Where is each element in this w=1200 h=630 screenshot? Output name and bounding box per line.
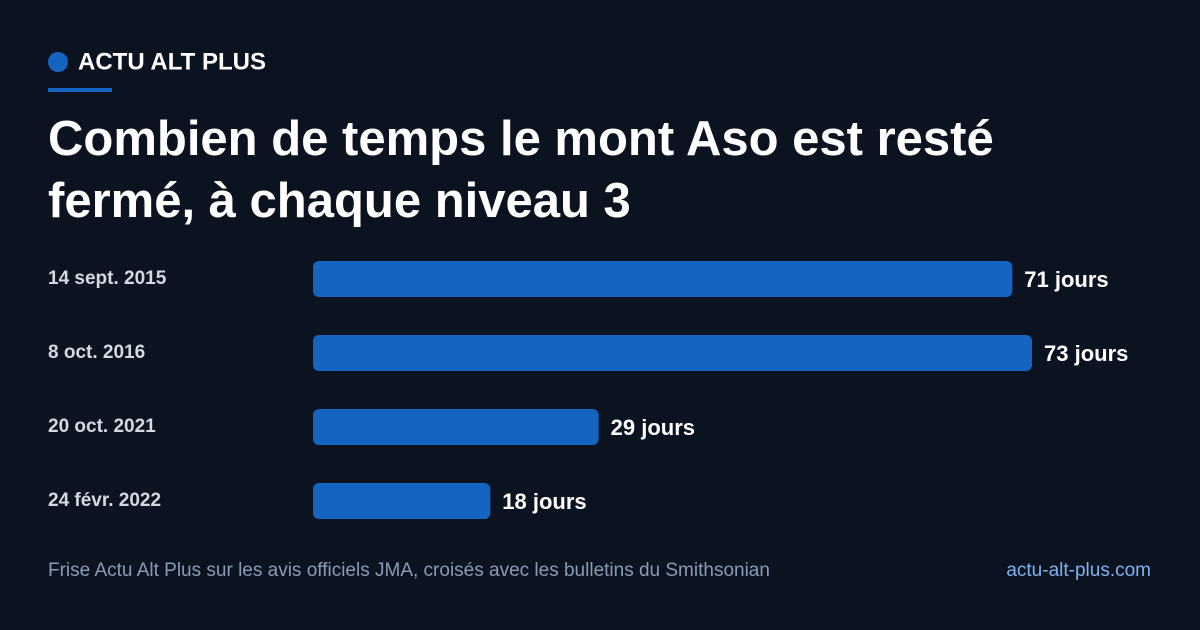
value-label: 71 jours	[1024, 267, 1108, 292]
category-label: 20 oct. 2021	[48, 416, 156, 437]
category-label: 24 févr. 2022	[48, 490, 161, 511]
bar	[313, 483, 491, 519]
value-label: 29 jours	[611, 415, 695, 440]
brand: ACTU ALT PLUS	[78, 48, 266, 75]
bar	[313, 261, 1013, 297]
bar	[313, 335, 1032, 371]
brand-underline	[48, 88, 112, 92]
value-label: 73 jours	[1044, 341, 1128, 366]
category-label: 14 sept. 2015	[48, 268, 167, 289]
source-note: Frise Actu Alt Plus sur les avis officie…	[48, 560, 770, 581]
category-label: 8 oct. 2016	[48, 342, 145, 363]
bar	[313, 409, 599, 445]
site-link[interactable]: actu-alt-plus.com	[1006, 560, 1151, 581]
value-label: 18 jours	[502, 489, 586, 514]
brand-dot	[48, 52, 68, 72]
chart-title: Combien de temps le mont Aso est resté f…	[48, 112, 994, 228]
